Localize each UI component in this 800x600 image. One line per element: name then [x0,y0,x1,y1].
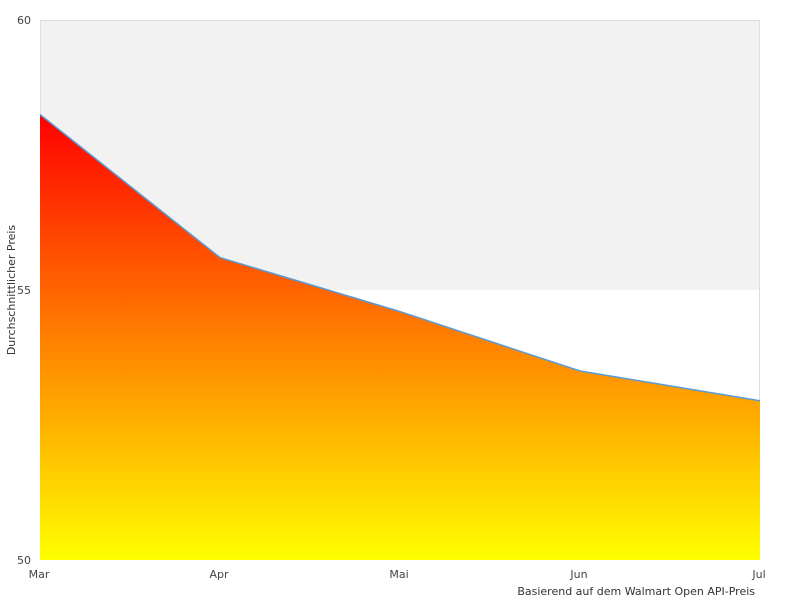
area-fill-series-0 [40,114,760,560]
y-tick-label: 50 [17,554,31,567]
x-tick-label: Apr [209,568,229,581]
x-tick-label: Jul [751,568,765,581]
x-axis-ticks: Mar Apr Mai Jun Jul [29,568,766,581]
x-tick-label: Mar [29,568,50,581]
y-axis-ticks: 50 55 60 [17,14,31,567]
series-layer [39,113,761,560]
y-tick-label: 60 [17,14,31,27]
chart-caption: Basierend auf dem Walmart Open API-Preis [517,585,755,598]
y-tick-label: 55 [17,284,31,297]
x-tick-label: Jun [569,568,587,581]
y-axis-title: Durchschnittlicher Preis [5,225,18,356]
x-tick-label: Mai [389,568,408,581]
